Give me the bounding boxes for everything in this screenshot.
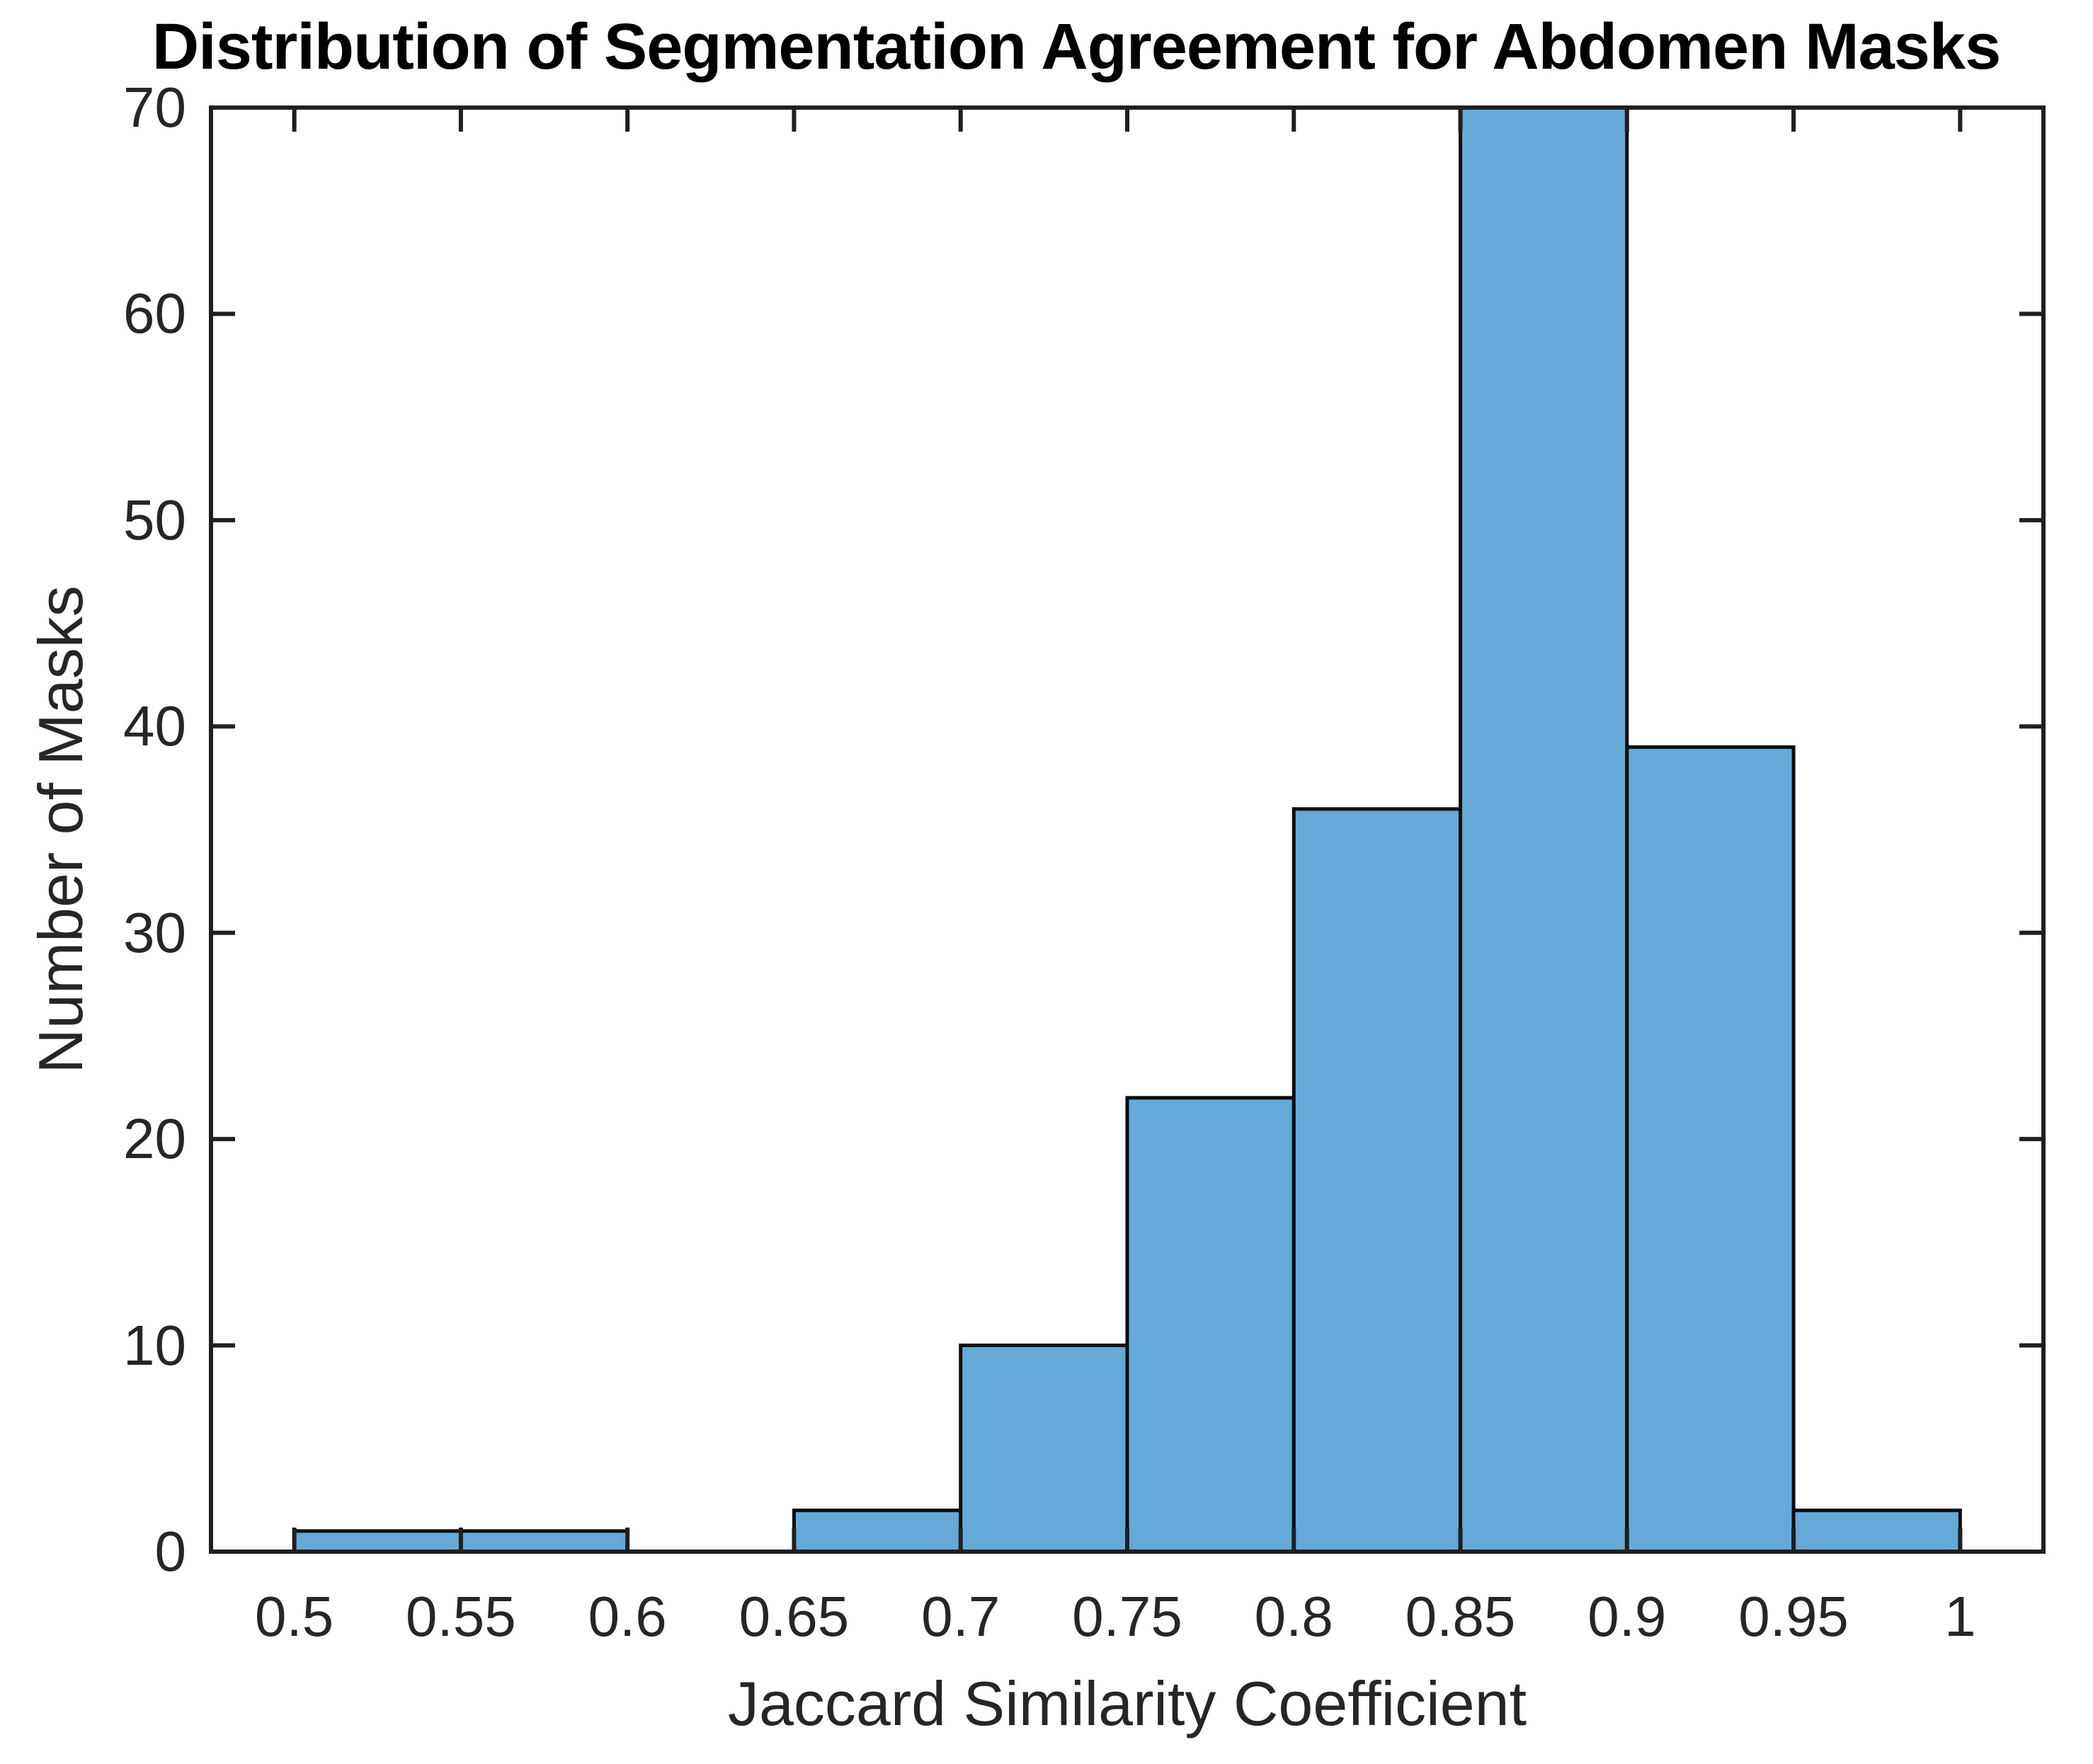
y-tick-label: 20 bbox=[123, 1107, 186, 1171]
x-tick-label: 0.75 bbox=[1072, 1585, 1182, 1648]
y-tick-label: 70 bbox=[123, 76, 186, 139]
x-tick-label: 0.95 bbox=[1738, 1585, 1849, 1648]
x-tick-label: 0.85 bbox=[1405, 1585, 1516, 1648]
y-tick-label: 40 bbox=[123, 694, 186, 758]
axes-frame bbox=[209, 105, 2046, 1554]
chart-title: Distribution of Segmentation Agreement f… bbox=[152, 11, 2002, 83]
histogram-bar bbox=[959, 1344, 1129, 1554]
x-axis-label: Jaccard Similarity Coefficient bbox=[727, 1668, 1527, 1739]
x-tick-label: 0.65 bbox=[738, 1585, 850, 1648]
histogram-bar bbox=[459, 1529, 629, 1554]
histogram-bar bbox=[1625, 745, 1796, 1554]
x-tick-label: 0.6 bbox=[588, 1585, 667, 1648]
histogram-bar bbox=[1291, 807, 1463, 1554]
y-tick-label: 50 bbox=[123, 488, 186, 551]
histogram-bar bbox=[1459, 105, 1629, 1554]
y-tick-label: 10 bbox=[123, 1313, 186, 1377]
x-tick-label: 0.9 bbox=[1587, 1585, 1667, 1648]
x-tick-label: 0.7 bbox=[921, 1585, 1000, 1648]
y-tick-label: 0 bbox=[154, 1520, 187, 1583]
histogram-bar bbox=[1791, 1508, 1962, 1554]
histogram-bar bbox=[792, 1508, 963, 1554]
x-tick-label: 0.5 bbox=[255, 1585, 334, 1648]
y-tick-label: 60 bbox=[123, 282, 186, 345]
x-tick-label: 0.8 bbox=[1254, 1585, 1333, 1648]
x-tick-label: 1 bbox=[1944, 1585, 1976, 1648]
histogram-bar bbox=[1125, 1096, 1296, 1554]
histogram-bar bbox=[292, 1529, 463, 1554]
x-tick-label: 0.55 bbox=[406, 1585, 516, 1648]
y-tick-label: 30 bbox=[123, 900, 186, 964]
